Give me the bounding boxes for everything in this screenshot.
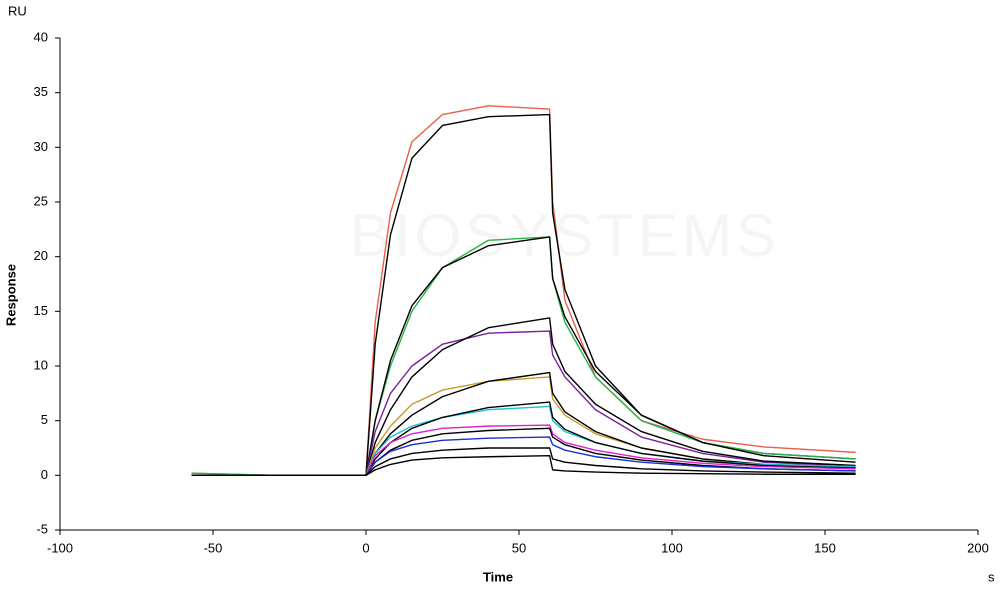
x-tick-label: -100 xyxy=(47,540,73,555)
y-tick-label: 40 xyxy=(34,29,48,44)
x-tick-label: 200 xyxy=(967,540,989,555)
sensorgram-line xyxy=(191,401,856,477)
sensorgram-line xyxy=(191,447,856,477)
watermark: BIOSYSTEMS xyxy=(350,202,780,269)
y-tick-label: 15 xyxy=(34,303,48,318)
y-tick-label: 20 xyxy=(34,248,48,263)
sensorgram-line xyxy=(191,113,856,477)
x-unit: s xyxy=(988,569,995,584)
y-tick-label: 0 xyxy=(41,467,48,482)
x-tick-label: 150 xyxy=(814,540,836,555)
sensorgram-line xyxy=(191,236,856,477)
y-tick-label: 35 xyxy=(34,84,48,99)
x-tick-label: 50 xyxy=(512,540,526,555)
y-tick-label: 30 xyxy=(34,139,48,154)
sensorgram-line xyxy=(191,105,856,477)
y-unit: RU xyxy=(8,3,27,18)
sensorgram-line xyxy=(191,454,856,477)
x-axis-title: Time xyxy=(483,569,513,584)
sensorgram-line xyxy=(191,436,856,477)
x-tick-label: 100 xyxy=(661,540,683,555)
sensorgram-line xyxy=(191,330,856,477)
y-axis-title: Response xyxy=(3,264,18,326)
x-tick-label: -50 xyxy=(204,540,223,555)
x-tick-label: 0 xyxy=(362,540,369,555)
y-tick-label: 25 xyxy=(34,193,48,208)
sensorgram-line xyxy=(191,424,856,477)
sensorgram-line xyxy=(191,236,856,477)
y-tick-label: 10 xyxy=(34,357,48,372)
y-tick-label: 5 xyxy=(41,412,48,427)
y-tick-label: -5 xyxy=(36,521,48,536)
sensorgram-line xyxy=(191,317,856,477)
